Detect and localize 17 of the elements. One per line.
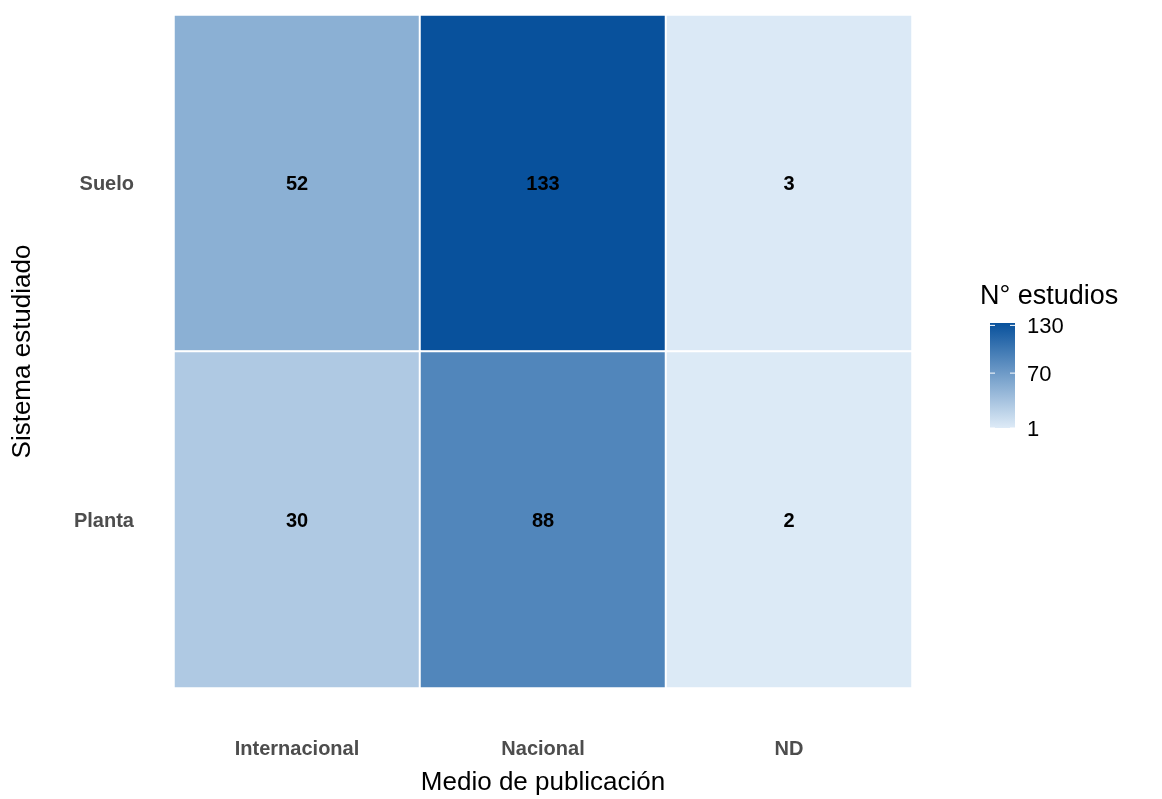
x-tick-label: Internacional (234, 737, 360, 759)
x-tick-label: ND (774, 737, 804, 759)
x-tick-label: Nacional (501, 737, 585, 759)
data-label: 52 (285, 172, 309, 195)
data-label: 2 (783, 508, 795, 531)
x-axis-title: Medio de publicación (420, 766, 666, 796)
y-tick-label: Planta (73, 508, 135, 531)
y-tick-label: Suelo (79, 172, 134, 195)
y-axis-title: Sistema estudiado (6, 244, 36, 459)
color-bar-label: 70 (1027, 360, 1052, 386)
color-bar-label: 130 (1027, 312, 1064, 338)
color-bar-title: N° estudios (980, 280, 1119, 310)
data-label: 133 (526, 172, 560, 195)
color-bar-label: 1 (1027, 415, 1040, 441)
data-label: 3 (783, 172, 795, 195)
data-label: 88 (531, 508, 555, 531)
data-label: 30 (285, 508, 309, 531)
